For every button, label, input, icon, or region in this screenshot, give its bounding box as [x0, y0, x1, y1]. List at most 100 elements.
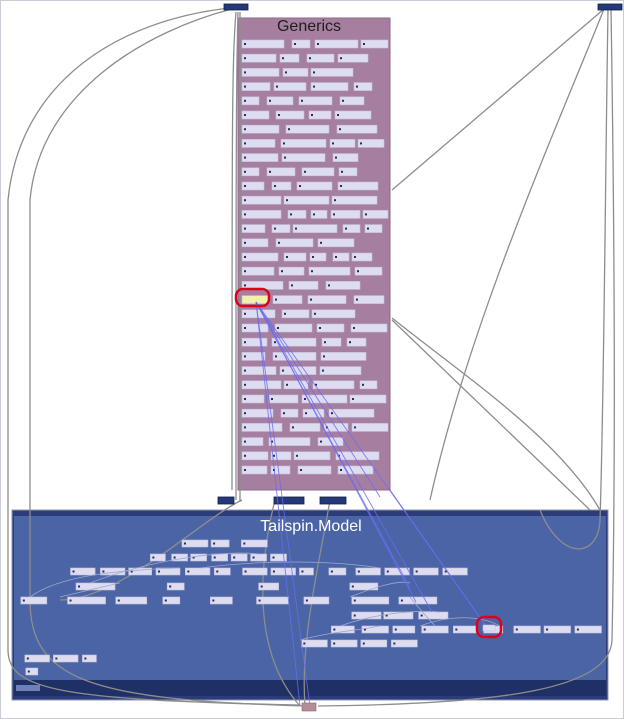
model-type-node[interactable]: [181, 539, 209, 548]
generics-type-node[interactable]: [346, 337, 367, 347]
generics-type-node[interactable]: [281, 309, 310, 319]
model-type-node[interactable]: [303, 596, 330, 605]
model-type-node[interactable]: [213, 567, 231, 576]
generics-type-node[interactable]: [311, 309, 356, 319]
generics-type-node[interactable]: [335, 451, 380, 461]
generics-type-node[interactable]: [241, 53, 277, 63]
generics-type-node[interactable]: [339, 96, 365, 106]
generics-type-node[interactable]: [270, 451, 292, 461]
external-assembly-node-5[interactable]: [319, 496, 347, 505]
model-type-node[interactable]: [270, 567, 296, 576]
model-type-node[interactable]: [513, 625, 541, 634]
model-type-node[interactable]: [413, 567, 439, 576]
model-type-node[interactable]: [242, 567, 268, 576]
generics-type-node[interactable]: [292, 224, 338, 233]
generics-type-node[interactable]: [241, 266, 275, 276]
model-type-node[interactable]: [241, 539, 268, 548]
generics-type-node[interactable]: [241, 124, 280, 134]
generics-type-node[interactable]: [241, 238, 269, 248]
model-type-node[interactable]: [82, 654, 97, 663]
model-type-node[interactable]: [330, 639, 358, 648]
generics-type-node[interactable]: [332, 252, 350, 262]
generics-type-node[interactable]: [241, 181, 265, 191]
generics-type-node[interactable]: [310, 210, 328, 219]
generics-type-node[interactable]: [241, 352, 266, 361]
model-type-node[interactable]: [162, 596, 181, 605]
generics-type-node[interactable]: [312, 380, 355, 390]
generics-type-node[interactable]: [241, 110, 270, 120]
generics-type-node[interactable]: [301, 167, 335, 177]
generics-type-node[interactable]: [332, 153, 359, 162]
generics-type-node[interactable]: [298, 96, 333, 106]
model-type-node[interactable]: [128, 567, 152, 576]
generics-type-node[interactable]: [282, 68, 309, 77]
generics-type-node[interactable]: [279, 53, 300, 63]
generics-type-node[interactable]: [325, 281, 361, 290]
generics-type-node[interactable]: [274, 323, 313, 333]
generics-type-node[interactable]: [296, 181, 333, 191]
generics-type-node[interactable]: [359, 380, 378, 390]
generics-type-node[interactable]: [271, 224, 291, 233]
generics-type-node[interactable]: [338, 167, 358, 177]
generics-type-node[interactable]: [275, 110, 305, 120]
generics-type-node[interactable]: [287, 210, 307, 219]
generics-type-node[interactable]: [241, 408, 274, 418]
generics-type-node[interactable]: [331, 195, 378, 205]
model-type-node[interactable]: [543, 625, 571, 634]
generics-type-node[interactable]: [241, 451, 269, 461]
generics-type-node[interactable]: [283, 380, 309, 390]
generics-type-node[interactable]: [319, 366, 362, 375]
model-type-node[interactable]: [115, 596, 148, 605]
generics-type-node[interactable]: [350, 323, 388, 333]
generics-type-node[interactable]: [309, 252, 327, 262]
target-assembly-node[interactable]: [301, 702, 317, 712]
external-assembly-node-3[interactable]: [217, 496, 235, 505]
generics-type-node[interactable]: [308, 110, 332, 120]
generics-type-node[interactable]: [307, 295, 347, 304]
model-type-node[interactable]: [67, 596, 106, 605]
model-type-node[interactable]: [442, 567, 468, 576]
generics-type-node[interactable]: [278, 266, 305, 276]
generics-type-node[interactable]: [241, 337, 268, 347]
generics-type-node[interactable]: [241, 394, 265, 404]
generics-type-node[interactable]: [241, 465, 268, 475]
generics-type-node[interactable]: [297, 465, 332, 475]
generics-type-node[interactable]: [283, 252, 307, 262]
generics-type-node[interactable]: [241, 68, 280, 77]
generics-type-node[interactable]: [283, 195, 330, 205]
generics-type-node[interactable]: [241, 224, 266, 233]
generics-type-node[interactable]: [362, 210, 389, 219]
external-assembly-node-1[interactable]: [223, 3, 249, 11]
generics-type-node[interactable]: [351, 423, 389, 432]
generics-type-node[interactable]: [314, 39, 359, 49]
generics-type-node[interactable]: [270, 465, 291, 475]
generics-type-node[interactable]: [241, 423, 283, 432]
model-type-node[interactable]: [328, 567, 347, 576]
model-type-node[interactable]: [331, 625, 355, 634]
generics-type-node[interactable]: [353, 295, 385, 304]
model-type-node[interactable]: [20, 596, 48, 605]
generics-type-node[interactable]: [334, 110, 372, 120]
model-type-node[interactable]: [299, 567, 314, 576]
model-type-node[interactable]: [53, 654, 79, 663]
generics-type-node[interactable]: [241, 82, 271, 91]
generics-type-node[interactable]: [337, 181, 379, 191]
generics-type-node[interactable]: [357, 139, 385, 148]
selected-type-node[interactable]: [241, 295, 269, 304]
generics-type-node[interactable]: [349, 394, 387, 404]
model-type-node[interactable]: [185, 567, 211, 576]
generics-type-node[interactable]: [268, 394, 299, 404]
generics-type-node[interactable]: [329, 139, 356, 148]
generics-type-node[interactable]: [342, 224, 361, 233]
model-type-node[interactable]: [392, 625, 416, 634]
model-type-node[interactable]: [230, 553, 248, 562]
generics-type-node[interactable]: [273, 82, 307, 91]
model-type-node[interactable]: [360, 639, 388, 648]
model-type-node[interactable]: [574, 625, 602, 634]
generics-type-node[interactable]: [293, 451, 331, 461]
generics-type-node[interactable]: [241, 323, 269, 333]
generics-type-node[interactable]: [271, 337, 317, 347]
generics-type-node[interactable]: [241, 195, 282, 205]
generics-type-node[interactable]: [266, 167, 296, 177]
